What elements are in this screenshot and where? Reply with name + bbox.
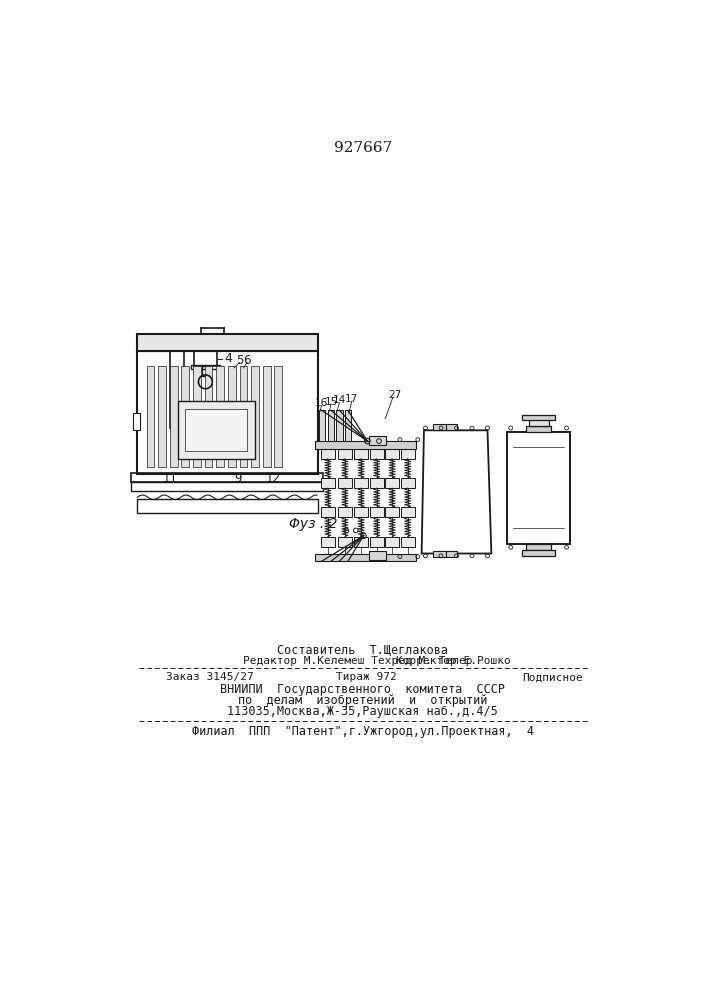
Text: 14: 14	[333, 395, 346, 405]
Bar	[522, 415, 555, 420]
Text: 927667: 927667	[334, 141, 392, 155]
Bar	[526, 426, 551, 432]
Text: Заказ 3145/27: Заказ 3145/27	[166, 672, 254, 682]
Bar	[137, 351, 317, 474]
Bar	[131, 473, 323, 482]
Bar	[321, 537, 335, 547]
Text: ВНИИПИ  Государственного  комитета  СССР: ВНИИПИ Государственного комитета СССР	[220, 683, 506, 696]
Bar	[134, 413, 139, 430]
Bar	[385, 478, 399, 488]
Bar	[370, 449, 384, 459]
Bar	[529, 418, 549, 426]
Text: 4: 4	[225, 352, 233, 365]
Bar	[182, 366, 189, 466]
Bar	[146, 366, 154, 466]
Bar	[137, 334, 317, 351]
Text: Корректор Е.Рошко: Корректор Е.Рошко	[396, 656, 510, 666]
Bar	[263, 366, 271, 466]
Bar	[446, 424, 457, 430]
Bar	[321, 478, 335, 488]
Text: 5: 5	[236, 354, 243, 367]
Text: 11: 11	[162, 472, 177, 485]
Bar	[321, 507, 335, 517]
Bar	[507, 432, 571, 544]
Bar	[401, 449, 414, 459]
Polygon shape	[421, 430, 491, 554]
Bar	[401, 478, 414, 488]
Text: 27: 27	[388, 390, 401, 400]
Bar	[401, 537, 414, 547]
Bar	[204, 366, 212, 466]
Bar	[446, 551, 457, 557]
Text: Φуз . 2: Φуз . 2	[289, 517, 337, 531]
Text: по  делам  изобретений  и  открытий: по делам изобретений и открытий	[238, 694, 487, 707]
Bar	[338, 507, 352, 517]
Bar	[228, 366, 235, 466]
Bar	[433, 424, 445, 430]
Bar	[354, 449, 368, 459]
Bar	[170, 351, 184, 428]
Bar	[370, 507, 384, 517]
Bar	[170, 366, 177, 466]
Text: Подписное: Подписное	[522, 672, 583, 682]
Bar	[328, 410, 334, 441]
Bar	[337, 410, 343, 441]
Bar	[216, 366, 224, 466]
Bar	[338, 537, 352, 547]
Text: Редактор М.Келемеш Техред М. Тепер: Редактор М.Келемеш Техред М. Тепер	[243, 656, 473, 666]
Bar	[194, 351, 217, 366]
Bar	[321, 449, 335, 459]
Text: Филиал  ППП  "Патент",г.Ужгород,ул.Проектная,  4: Филиал ППП "Патент",г.Ужгород,ул.Проектн…	[192, 725, 534, 738]
Bar	[370, 537, 384, 547]
Bar	[338, 478, 352, 488]
Bar	[315, 441, 416, 449]
Text: 9: 9	[234, 472, 242, 485]
Bar	[240, 366, 247, 466]
Bar	[170, 334, 298, 351]
Bar	[131, 482, 323, 491]
Bar	[137, 499, 317, 513]
Text: 12: 12	[265, 472, 280, 485]
Bar	[185, 409, 247, 451]
Bar	[177, 401, 255, 459]
Bar	[354, 478, 368, 488]
Bar	[385, 449, 399, 459]
Text: 16: 16	[315, 398, 328, 408]
Bar	[522, 550, 555, 556]
Bar	[370, 478, 384, 488]
Text: 17: 17	[345, 394, 358, 404]
Text: Тираж 972: Тираж 972	[337, 672, 397, 682]
Bar	[345, 410, 351, 441]
Bar	[319, 410, 325, 441]
Bar	[401, 507, 414, 517]
Bar	[193, 366, 201, 466]
Bar	[369, 551, 386, 560]
Text: 15: 15	[325, 397, 337, 407]
Bar	[338, 449, 352, 459]
Bar	[354, 537, 368, 547]
Bar	[369, 436, 386, 445]
Bar	[274, 366, 282, 466]
Bar	[385, 507, 399, 517]
Bar	[158, 366, 166, 466]
Bar	[385, 537, 399, 547]
Bar	[201, 366, 209, 376]
Bar	[191, 365, 220, 369]
Text: 113035,Москва,Ж-35,Раушская наб.,д.4/5: 113035,Москва,Ж-35,Раушская наб.,д.4/5	[228, 705, 498, 718]
Bar	[433, 551, 445, 557]
Bar	[315, 554, 416, 561]
Text: 6: 6	[243, 354, 251, 367]
Bar	[526, 543, 551, 550]
Bar	[354, 507, 368, 517]
Bar	[251, 366, 259, 466]
Text: Составитель  Т.Щеглакова: Составитель Т.Щеглакова	[277, 643, 448, 656]
